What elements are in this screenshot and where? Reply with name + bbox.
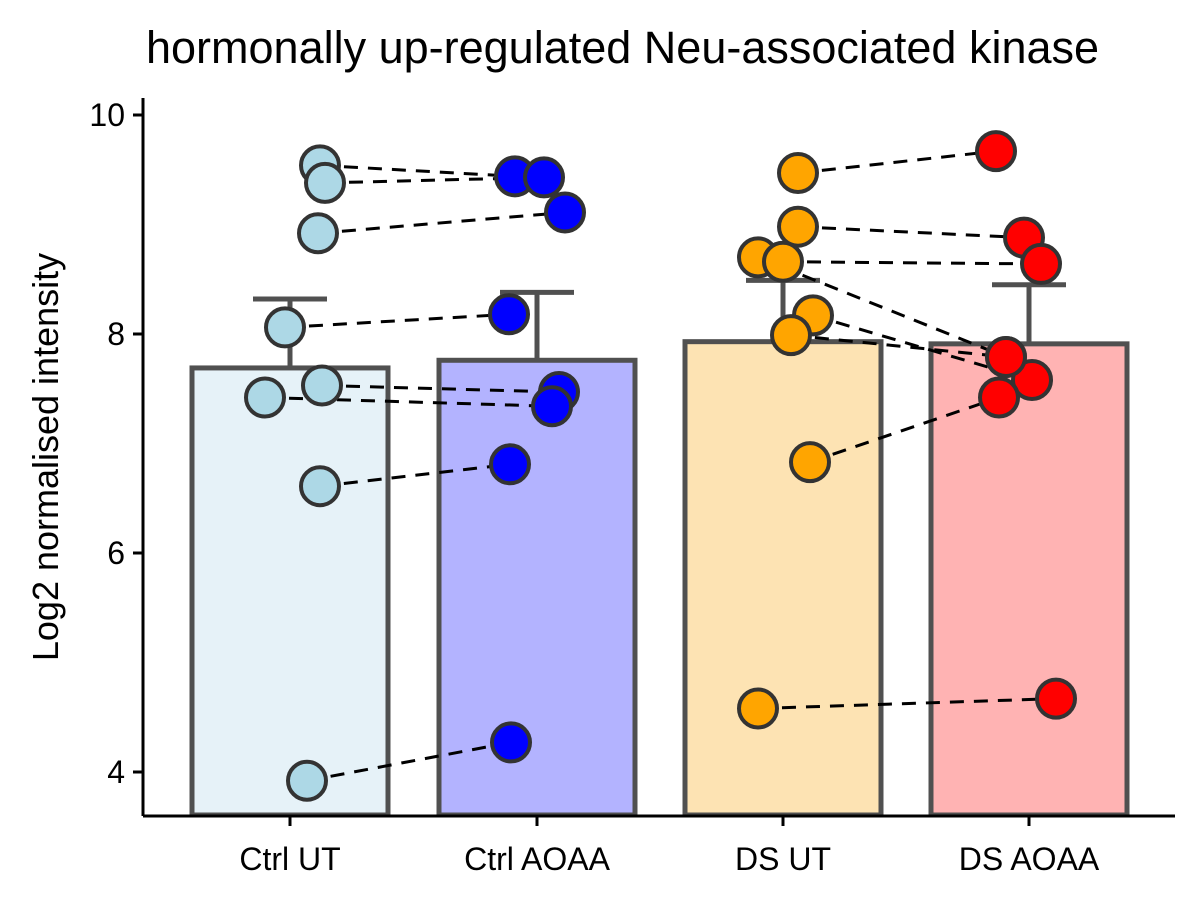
pair-line <box>782 260 1042 266</box>
pair-line <box>809 396 1000 464</box>
bar-3 <box>682 339 884 818</box>
data-point <box>297 212 339 255</box>
data-point <box>1020 242 1062 285</box>
pair-line <box>317 210 566 235</box>
data-point <box>544 191 586 234</box>
data-point <box>762 240 804 283</box>
bar-1 <box>189 365 391 818</box>
data-point <box>299 465 341 508</box>
y-axis-title: Log2 normalised intensity <box>25 253 66 661</box>
data-point <box>264 306 306 349</box>
data-point <box>777 205 819 248</box>
data-point <box>488 293 530 336</box>
data-point <box>1011 358 1053 401</box>
x-tick-label: DS UT <box>735 841 831 877</box>
pair-line <box>797 149 997 175</box>
data-point <box>1035 677 1077 720</box>
pair-line <box>790 333 1007 359</box>
data-point <box>286 759 328 802</box>
x-tick-label: Ctrl UT <box>239 841 340 877</box>
pair-line <box>797 225 1025 240</box>
data-point <box>789 441 831 484</box>
bar-2 <box>436 357 638 818</box>
y-tick-label: 6 <box>107 535 125 571</box>
pair-line <box>324 175 545 185</box>
data-point <box>985 335 1027 378</box>
pair-line <box>284 312 510 329</box>
data-point <box>301 364 343 407</box>
chart-title: hormonally up-regulated Neu-associated k… <box>146 22 1099 73</box>
axes-layer: 4 6 8 10 Ctrl UT Ctrl AOAA DS UT DS AOAA <box>89 97 1175 877</box>
x-tick-label: Ctrl AOAA <box>464 841 610 877</box>
data-point <box>777 152 819 195</box>
data-point <box>531 385 573 428</box>
bar-4 <box>928 341 1130 818</box>
y-tick-label: 10 <box>89 97 125 133</box>
pair-line <box>757 697 1057 710</box>
points-layer <box>244 130 1077 802</box>
data-point <box>978 376 1020 419</box>
data-point <box>975 130 1017 173</box>
data-point <box>304 161 346 204</box>
data-point <box>523 156 565 199</box>
pair-line <box>321 383 560 394</box>
pair-line <box>306 740 512 783</box>
pair-line <box>757 255 1007 359</box>
y-tick-label: 8 <box>107 316 125 352</box>
data-point <box>490 721 532 764</box>
data-point <box>489 443 531 486</box>
data-point <box>737 687 779 730</box>
pair-lines-layer <box>264 149 1057 783</box>
pair-line <box>319 163 516 178</box>
data-point <box>770 314 812 357</box>
y-tick-label: 4 <box>107 754 125 790</box>
x-tick-label: DS AOAA <box>959 841 1100 877</box>
pair-line <box>319 462 511 488</box>
data-point <box>244 376 286 419</box>
